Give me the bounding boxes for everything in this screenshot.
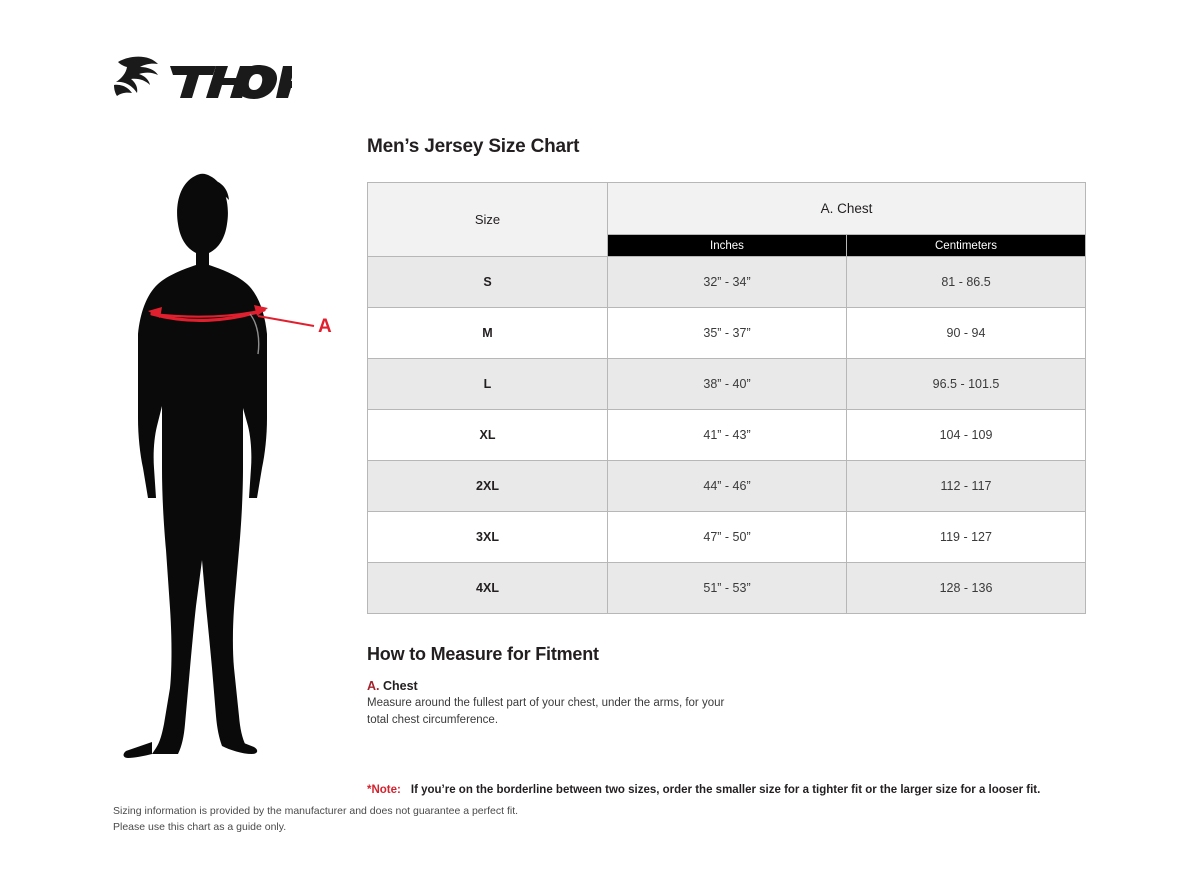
measure-item-chest-label: A. Chest <box>367 679 1087 693</box>
figure-illustration: A <box>118 168 333 760</box>
cell-chest-inches: 35” - 37” <box>607 307 847 359</box>
cell-chest-centimeters: 81 - 86.5 <box>846 256 1086 308</box>
note-line: *Note: If you’re on the borderline betwee… <box>367 784 1087 796</box>
cell-chest-inches: 32” - 34” <box>607 256 847 308</box>
content-column: Men’s Jersey Size Chart Size A. Chest In… <box>367 136 1087 796</box>
column-header-size: Size <box>367 182 608 257</box>
column-header-inches: Inches <box>607 234 847 257</box>
column-header-chest-group: A. Chest <box>607 182 1086 235</box>
cell-chest-inches: 47” - 50” <box>607 511 847 563</box>
table-row: 3XL 47” - 50” 119 - 127 <box>367 511 1086 563</box>
cell-chest-centimeters: 119 - 127 <box>846 511 1086 563</box>
table-row: S 32” - 34” 81 - 86.5 <box>367 256 1086 308</box>
table-row: 2XL 44” - 46” 112 - 117 <box>367 460 1086 512</box>
cell-size: 4XL <box>367 562 608 614</box>
table-row: L 38” - 40” 96.5 - 101.5 <box>367 358 1086 410</box>
measure-item-name: Chest <box>379 679 418 693</box>
disclaimer: Sizing information is provided by the ma… <box>113 803 518 836</box>
column-header-centimeters: Centimeters <box>846 234 1086 257</box>
table-header-row-units: Inches Centimeters <box>368 234 1086 257</box>
table-body: S 32” - 34” 81 - 86.5 M 35” - 37” 90 - 94 L 38”… <box>367 256 1086 614</box>
cell-chest-centimeters: 128 - 136 <box>846 562 1086 614</box>
cell-chest-inches: 41” - 43” <box>607 409 847 461</box>
cell-chest-centimeters: 90 - 94 <box>846 307 1086 359</box>
chest-marker-label: A <box>318 316 332 337</box>
male-body-silhouette: A <box>123 173 332 758</box>
table-header-row-group: Size A. Chest <box>367 182 1086 257</box>
disclaimer-line-2: Please use this chart as a guide only. <box>113 821 287 834</box>
cell-chest-centimeters: 96.5 - 101.5 <box>846 358 1086 410</box>
thor-helmet-icon <box>114 56 320 99</box>
cell-chest-inches: 51” - 53” <box>607 562 847 614</box>
measure-item-chest-description: Measure around the fullest part of your … <box>367 697 725 726</box>
note-flag: *Note: <box>367 784 401 797</box>
cell-size: XL <box>367 409 608 461</box>
cell-size: 3XL <box>367 511 608 563</box>
chest-measure-double-arrow <box>148 305 315 355</box>
how-to-measure-section: How to Measure for Fitment A. Chest Meas… <box>367 644 1087 728</box>
size-chart-table: Size A. Chest Inches Centimeters S 32” - … <box>367 182 1086 614</box>
table-row: XL 41” - 43” 104 - 109 <box>367 409 1086 461</box>
page-title: Men’s Jersey Size Chart <box>367 136 580 157</box>
cell-chest-centimeters: 112 - 117 <box>846 460 1086 512</box>
cell-size: L <box>367 358 608 410</box>
brand-logo <box>112 52 320 108</box>
table-row: 4XL 51” - 53” 128 - 136 <box>367 562 1086 614</box>
note-text: If you’re on the borderline between two … <box>410 784 1041 797</box>
cell-chest-centimeters: 104 - 109 <box>846 409 1086 461</box>
disclaimer-line-1: Sizing information is provided by the ma… <box>113 805 519 817</box>
cell-chest-inches: 38” - 40” <box>607 358 847 410</box>
cell-size: 2XL <box>367 460 608 512</box>
cell-chest-inches: 44” - 46” <box>607 460 847 512</box>
cell-size: M <box>367 307 608 359</box>
table-row: M 35” - 37” 90 - 94 <box>367 307 1086 359</box>
how-to-measure-heading: How to Measure for Fitment <box>367 644 599 664</box>
measure-item-letter: A. <box>367 679 380 693</box>
table-header: Size A. Chest Inches Centimeters <box>367 182 1086 257</box>
cell-size: S <box>367 256 608 308</box>
